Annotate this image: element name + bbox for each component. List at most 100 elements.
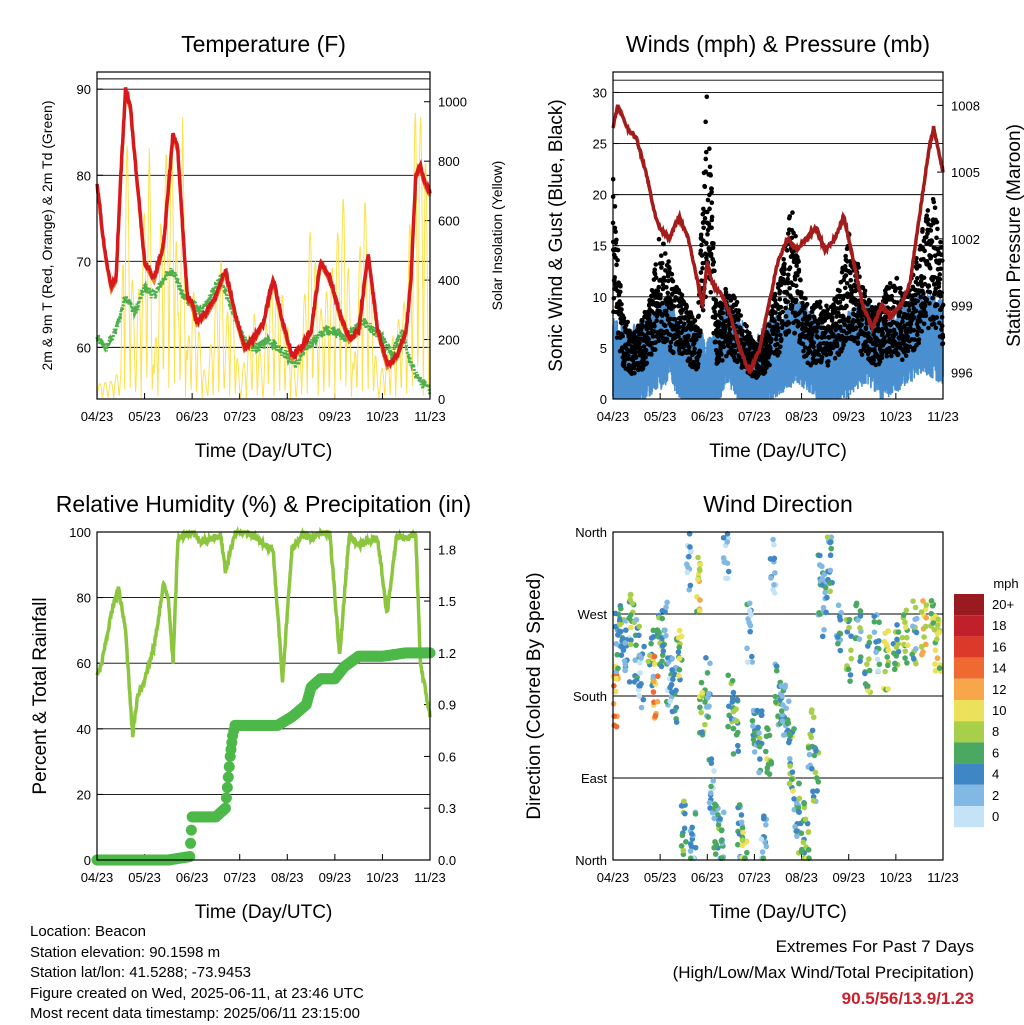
wind-direction-point: [620, 647, 627, 653]
wind-direction-point: [802, 816, 809, 823]
rainfall-point: [219, 802, 231, 814]
gust-point: [783, 305, 788, 311]
legend-label: 14: [992, 661, 1006, 676]
wind-direction-point: [676, 627, 683, 634]
wind-direction-point: [739, 825, 746, 831]
gust-point: [655, 288, 661, 294]
winds-ylabel: Sonic Wind & Gust (Blue, Black): [546, 99, 567, 371]
gust-point: [844, 303, 849, 309]
gust-point: [614, 237, 619, 243]
wind-direction-point: [705, 714, 712, 720]
humidity-xlabel: Time (Day/UTC): [195, 902, 333, 923]
wind-direction-point: [782, 731, 789, 738]
gust-point: [740, 328, 746, 334]
gust-point: [896, 352, 901, 357]
wind-direction-point: [809, 707, 815, 713]
rainfall-point: [221, 781, 233, 793]
wind-direction-point: [697, 567, 703, 574]
gust-point: [625, 319, 630, 325]
wind-direction-point: [739, 837, 746, 844]
wind-direction-point: [687, 841, 694, 847]
wind-direction-point: [617, 628, 624, 635]
temperature-xtick-label: 05/23: [128, 409, 161, 424]
gust-point: [800, 300, 805, 306]
gust-point: [803, 296, 808, 301]
winds-xtick-label: 07/23: [738, 409, 771, 424]
gust-point: [899, 357, 905, 362]
gust-point: [787, 285, 792, 291]
wind-direction-point: [680, 847, 687, 854]
gust-point: [653, 275, 659, 280]
gust-point: [692, 346, 697, 352]
gust-point: [648, 321, 653, 327]
wind-direction-point: [795, 809, 802, 815]
gust-point: [732, 349, 738, 354]
gust-point: [703, 156, 709, 162]
gust-point: [927, 265, 933, 271]
wind-direction-point: [876, 661, 883, 668]
gust-point: [938, 239, 943, 245]
wind-direction-point: [763, 843, 770, 850]
wind-direction-point: [848, 647, 854, 654]
wind-direction-point: [744, 659, 751, 665]
gust-point: [929, 239, 935, 245]
legend-title: mph: [993, 576, 1018, 591]
wind-direction-point: [827, 588, 833, 595]
wind-direction-point: [613, 723, 620, 730]
gust-point: [659, 260, 665, 266]
wind-direction-point: [853, 602, 859, 609]
wind-direction-point: [794, 828, 800, 834]
gust-point: [839, 269, 845, 275]
gust-point: [936, 284, 942, 289]
wind-direction-point: [628, 637, 634, 643]
wind-direction-point: [798, 848, 805, 855]
gust-point: [697, 333, 702, 339]
gust-point: [931, 199, 937, 205]
wind-direction-point: [637, 660, 643, 666]
gust-point: [829, 316, 835, 321]
winds-y2label: Station Pressure (Maroon): [1004, 124, 1024, 347]
gust-point: [897, 309, 903, 315]
wind-direction-point: [779, 693, 785, 699]
wind-direction-point: [717, 815, 723, 822]
gust-point: [793, 233, 798, 239]
gust-point: [705, 232, 710, 237]
humidity-y2tick-label: 0.0: [438, 853, 456, 868]
gust-point: [618, 282, 623, 288]
wind-direction-point: [882, 668, 888, 675]
temperature-y2tick-label: 200: [438, 333, 460, 348]
temperature-xtick-label: 10/23: [366, 409, 399, 424]
gust-point: [705, 197, 711, 203]
wind-direction-point: [923, 602, 930, 608]
winds-y2tick-label: 996: [951, 365, 973, 380]
wind-direction-point: [876, 619, 882, 626]
winds-title: Winds (mph) & Pressure (mb): [626, 31, 930, 57]
gust-point: [908, 325, 913, 331]
gust-point: [649, 352, 654, 357]
wind-direction-point: [895, 629, 902, 635]
wind-direction-point: [751, 749, 758, 755]
wind-direction-point: [813, 747, 819, 754]
gust-point: [814, 329, 819, 334]
gust-point: [918, 318, 923, 324]
gust-point: [890, 343, 896, 349]
wind-direction-point: [660, 648, 667, 654]
humidity-ylabel: Percent & Total Rainfall: [30, 597, 51, 794]
rainfall-point: [184, 851, 196, 863]
gust-point: [662, 323, 668, 329]
humidity-ytick-label: 100: [69, 525, 91, 540]
legend-label: 6: [992, 745, 999, 760]
temperature-xtick-label: 11/23: [414, 409, 446, 424]
wind-direction-point: [876, 638, 882, 644]
wind-direction-point: [902, 624, 909, 631]
wind-direction-point: [766, 771, 773, 777]
winds-plot-frame: [612, 71, 944, 400]
temperature-plot-frame: [96, 71, 431, 400]
wind-direction-point: [676, 672, 682, 679]
gust-point: [934, 219, 940, 225]
wind-direction-point: [729, 677, 736, 684]
wind-direction-point: [723, 575, 729, 582]
wind-direction-point: [708, 783, 714, 790]
wind-direction-point: [816, 610, 822, 616]
gust-point: [934, 315, 940, 320]
